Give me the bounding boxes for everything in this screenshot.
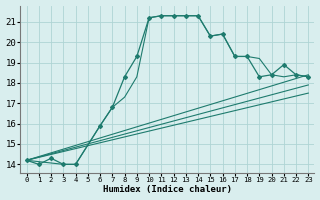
X-axis label: Humidex (Indice chaleur): Humidex (Indice chaleur) — [103, 185, 232, 194]
